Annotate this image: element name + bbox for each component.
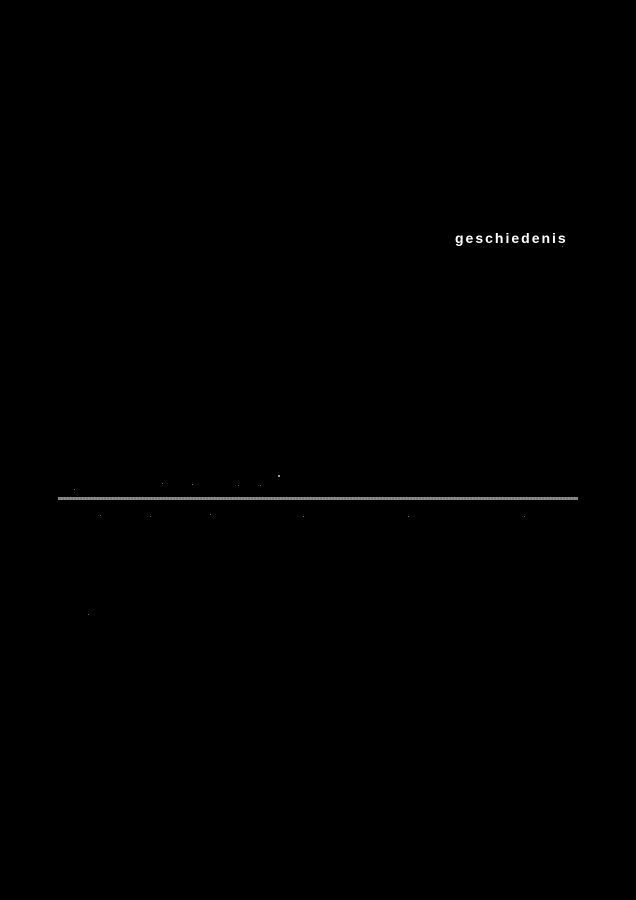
section-heading: geschiedenis: [455, 230, 568, 246]
noise-speck: [100, 515, 101, 516]
noise-speck: [238, 485, 239, 486]
noise-speck: [562, 246, 563, 247]
noise-speck: [74, 489, 75, 490]
noise-speck: [88, 614, 89, 615]
horizontal-divider: [58, 497, 578, 500]
noise-speck: [210, 514, 211, 515]
noise-speck: [303, 516, 304, 517]
noise-speck: [524, 516, 525, 517]
noise-speck: [408, 516, 409, 517]
noise-speck: [278, 475, 280, 477]
noise-speck: [162, 483, 163, 484]
noise-speck: [192, 484, 193, 485]
noise-speck: [260, 485, 261, 486]
noise-speck: [150, 516, 151, 517]
